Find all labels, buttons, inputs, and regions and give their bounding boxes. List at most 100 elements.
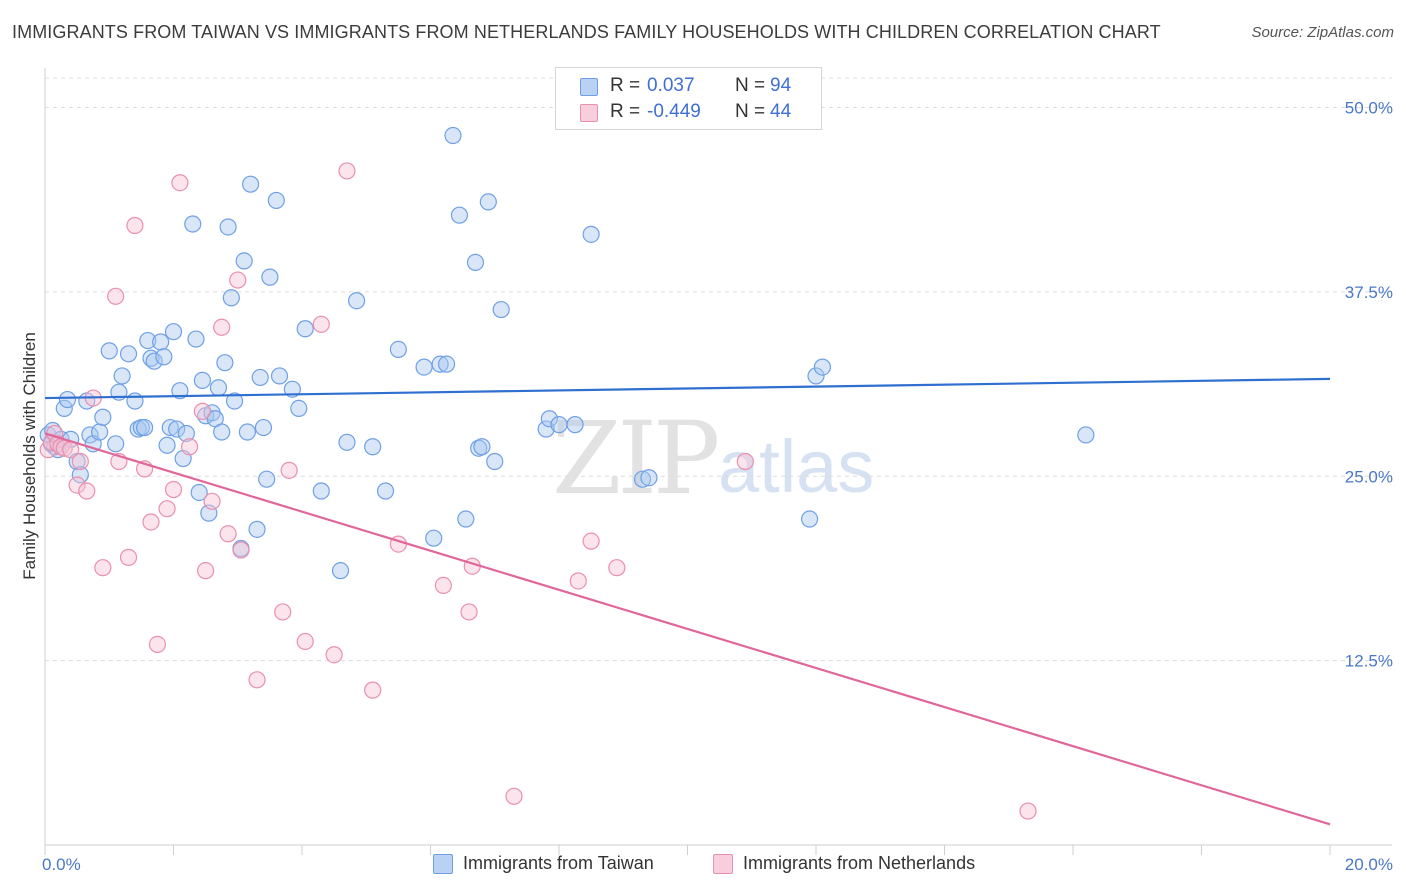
point-netherlands [460,603,478,621]
point-netherlands [197,562,215,580]
point-taiwan [267,191,285,210]
point-taiwan [338,433,356,451]
point-taiwan [800,510,819,528]
point-taiwan [389,340,407,358]
point-taiwan [238,423,256,441]
point-taiwan [486,452,504,471]
legend-label-taiwan: Immigrants from Taiwan [463,853,654,873]
point-taiwan [258,470,276,488]
y-tick-label: 12.5% [1345,652,1393,671]
point-netherlands [312,315,330,333]
point-netherlands [193,402,212,420]
y-tick-labels: 12.5% 25.0% 37.5% 50.0% [1345,99,1393,671]
point-taiwan [225,392,244,410]
point-taiwan [155,348,173,366]
point-taiwan [312,482,330,500]
point-taiwan [119,345,138,363]
point-netherlands [71,452,89,471]
point-taiwan [235,252,253,270]
point-taiwan [457,510,475,528]
point-netherlands [78,482,96,500]
point-netherlands [232,541,250,559]
point-taiwan [376,482,395,500]
point-taiwan [209,379,228,397]
point-taiwan [444,126,462,145]
point-taiwan [415,358,433,376]
point-taiwan [187,330,205,348]
legend-swatch-taiwan [433,854,453,874]
point-netherlands [274,603,292,621]
point-taiwan [152,333,170,351]
point-netherlands [434,576,452,595]
point-taiwan [254,418,273,437]
x-tick-label-start: 0.0% [42,855,81,874]
point-netherlands [180,438,199,456]
n-label: N = [735,75,766,96]
point-taiwan [142,349,160,367]
point-netherlands [736,452,754,471]
point-taiwan [296,320,314,338]
n-label: N = [735,101,766,122]
point-taiwan [184,215,202,233]
point-taiwan [213,423,231,441]
n-value: 94 [770,75,792,96]
point-taiwan [58,390,77,409]
point-taiwan [437,355,456,373]
point-netherlands [569,572,587,590]
point-taiwan [164,323,183,341]
point-netherlands [296,632,314,651]
point-taiwan [633,470,652,488]
point-taiwan [55,399,73,417]
point-netherlands [608,559,626,577]
point-netherlands [158,500,176,518]
point-taiwan [1077,426,1095,444]
point-taiwan [100,342,118,360]
point-taiwan [566,416,584,434]
x-tick-label-end: 20.0% [1345,855,1393,874]
point-taiwan [550,416,568,434]
point-netherlands [219,525,237,543]
r-label: R = [610,75,641,96]
point-taiwan [261,268,279,286]
point-taiwan [168,420,186,438]
point-taiwan [91,423,109,441]
watermark-zip: ZIP [552,400,720,517]
point-netherlands [68,476,86,494]
point-taiwan [94,408,112,426]
point-netherlands [171,174,189,192]
point-taiwan [139,331,157,350]
trend-line-netherlands [44,432,1331,826]
point-netherlands [505,787,523,805]
trend-line-taiwan [44,377,1331,400]
point-netherlands [148,635,167,654]
point-taiwan [113,367,131,385]
point-taiwan [193,371,212,389]
point-taiwan [450,206,469,224]
point-taiwan [219,218,237,236]
series-netherlands-points [39,162,1037,820]
n-value: 44 [770,101,792,122]
correlation-legend: R = 0.037 N = 94 R = -0.449 N = 44 [555,67,822,130]
point-netherlands [94,559,112,577]
point-taiwan [71,466,89,484]
point-taiwan [107,435,125,453]
point-taiwan [145,352,163,370]
y-tick-label: 25.0% [1345,467,1393,486]
legend-swatch-netherlands [580,104,598,122]
point-taiwan [135,418,154,437]
y-tick-label: 50.0% [1345,99,1393,118]
point-taiwan [158,436,176,454]
point-taiwan [348,292,366,310]
point-netherlands [107,287,125,305]
point-taiwan [813,358,832,376]
point-taiwan [216,354,234,372]
y-tick-label: 37.5% [1345,283,1393,302]
x-tick-labels: 0.0% 20.0% [42,855,1393,874]
series-legend: Immigrants from Taiwan Immigrants from N… [0,851,1406,879]
point-taiwan [177,424,195,443]
point-taiwan [537,420,555,438]
point-taiwan [242,175,260,193]
point-netherlands [364,681,382,699]
point-netherlands [280,461,298,479]
grid-lines [45,77,1392,662]
